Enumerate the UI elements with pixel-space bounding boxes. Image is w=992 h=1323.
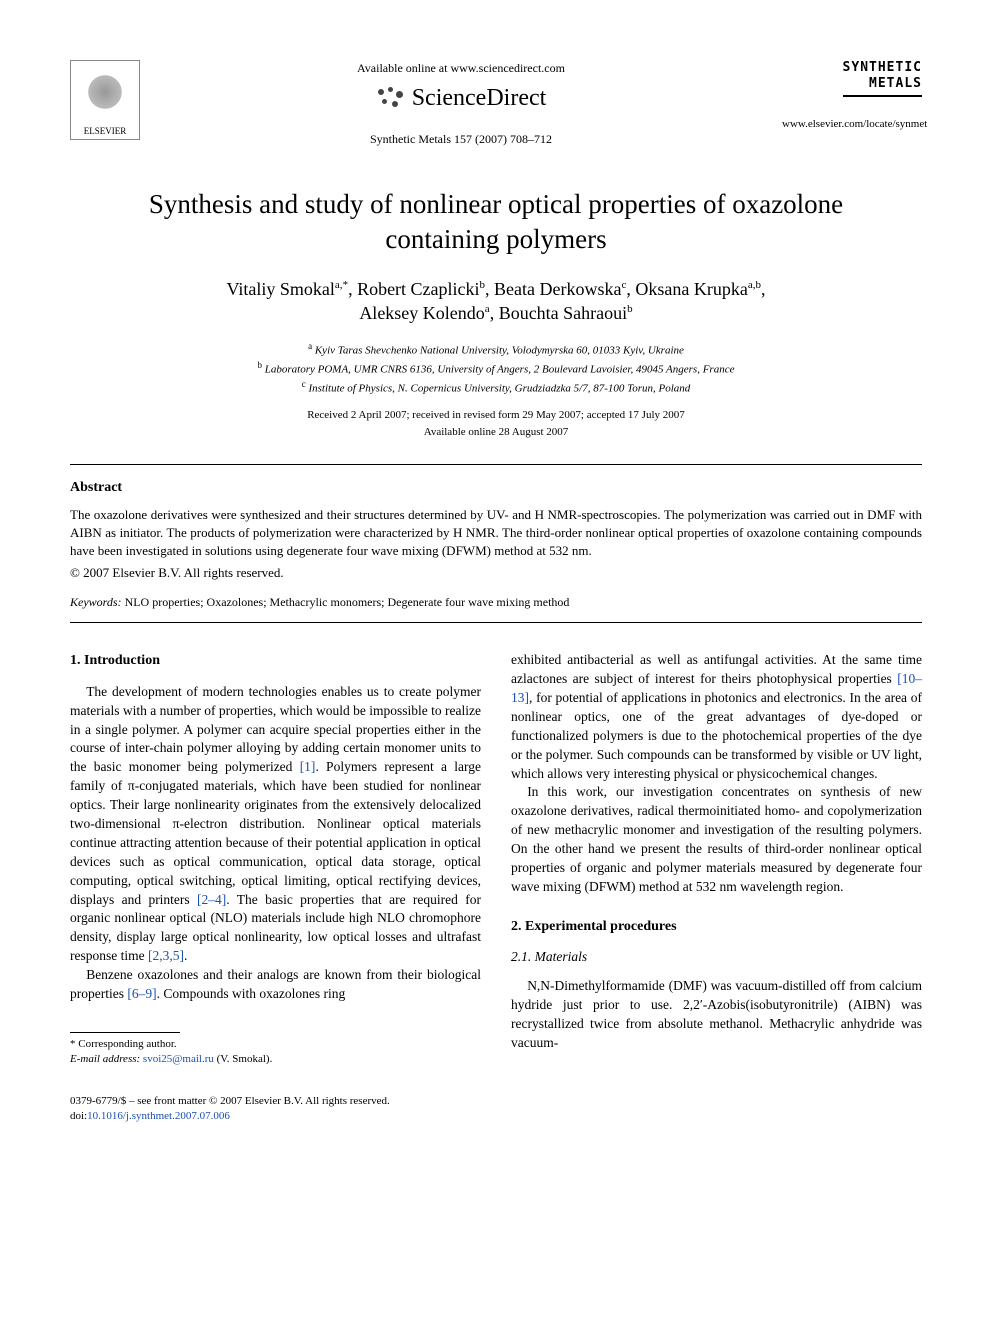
affiliation-a: a Kyiv Taras Shevchenko National Univers…: [70, 340, 922, 359]
email-label: E-mail address:: [70, 1053, 140, 1065]
section-1-heading: 1. Introduction: [70, 651, 481, 671]
doi-line: doi:10.1016/j.synthmet.2007.07.006: [70, 1109, 481, 1124]
affiliations: a Kyiv Taras Shevchenko National Univers…: [70, 340, 922, 397]
issn-line: 0379-6779/$ – see front matter © 2007 El…: [70, 1094, 481, 1109]
journal-name-line2: METALS: [869, 76, 922, 91]
email-line: E-mail address: svoi25@mail.ru (V. Smoka…: [70, 1052, 481, 1067]
author: Vitaliy Smokala,*: [227, 279, 349, 299]
footnote-rule: [70, 1032, 180, 1033]
doi-link[interactable]: 10.1016/j.synthmet.2007.07.006: [87, 1110, 230, 1122]
ref-link-6-9[interactable]: [6–9]: [127, 986, 156, 1001]
author: Beata Derkowskac: [494, 279, 626, 299]
abstract-block: Abstract The oxazolone derivatives were …: [70, 479, 922, 582]
email-link[interactable]: svoi25@mail.ru: [143, 1053, 214, 1065]
elsevier-logo: ELSEVIER: [70, 60, 140, 140]
online-date: Available online 28 August 2007: [70, 424, 922, 441]
materials-para-1: N,N-Dimethylformamide (DMF) was vacuum-d…: [511, 977, 922, 1053]
sciencedirect-logo: ScienceDirect: [376, 82, 547, 114]
corr-author-label: * Corresponding author.: [70, 1037, 481, 1052]
keywords-label: Keywords:: [70, 595, 122, 609]
journal-name-line1: SYNTHETIC: [843, 60, 922, 75]
right-column: exhibited antibacterial as well as antif…: [511, 651, 922, 1124]
section-2-1-heading: 2.1. Materials: [511, 948, 922, 967]
journal-name-graphic: SYNTHETIC METALS: [843, 60, 922, 97]
journal-reference: Synthetic Metals 157 (2007) 708–712: [160, 131, 762, 147]
corresponding-footnote: * Corresponding author. E-mail address: …: [70, 1037, 481, 1068]
ref-link-235[interactable]: [2,3,5]: [148, 948, 184, 963]
body-columns: 1. Introduction The development of moder…: [70, 651, 922, 1124]
center-header: Available online at www.sciencedirect.co…: [140, 60, 782, 147]
available-online-text: Available online at www.sciencedirect.co…: [160, 60, 762, 76]
intro-para-1: The development of modern technologies e…: [70, 683, 481, 966]
abstract-text: The oxazolone derivatives were synthesiz…: [70, 506, 922, 561]
sciencedirect-dots-icon: [376, 87, 406, 109]
author: Bouchta Sahraouib: [499, 303, 633, 323]
author: Aleksey Kolendoa: [359, 303, 489, 323]
elsevier-label: ELSEVIER: [84, 125, 127, 137]
section-2-heading: 2. Experimental procedures: [511, 917, 922, 937]
abstract-heading: Abstract: [70, 479, 922, 498]
copyright-line: © 2007 Elsevier B.V. All rights reserved…: [70, 564, 922, 582]
keywords-line: Keywords: NLO properties; Oxazolones; Me…: [70, 594, 922, 610]
affiliation-c: c Institute of Physics, N. Copernicus Un…: [70, 378, 922, 397]
sciencedirect-text: ScienceDirect: [412, 82, 547, 114]
left-column: 1. Introduction The development of moder…: [70, 651, 481, 1124]
rule-top: [70, 464, 922, 465]
author-list: Vitaliy Smokala,*, Robert Czaplickib, Be…: [70, 277, 922, 326]
intro-para-2b: exhibited antibacterial as well as antif…: [511, 651, 922, 783]
journal-badge: SYNTHETIC METALS www.elsevier.com/locate…: [782, 60, 922, 132]
author: Robert Czaplickib: [357, 279, 485, 299]
bottom-meta: 0379-6779/$ – see front matter © 2007 El…: [70, 1094, 481, 1125]
article-dates: Received 2 April 2007; received in revis…: [70, 407, 922, 440]
intro-para-2a: Benzene oxazolones and their analogs are…: [70, 966, 481, 1004]
ref-link-2-4[interactable]: [2–4]: [197, 892, 226, 907]
received-dates: Received 2 April 2007; received in revis…: [70, 407, 922, 424]
intro-para-3: In this work, our investigation concentr…: [511, 783, 922, 896]
author: Oksana Krupkaa,b: [635, 279, 761, 299]
elsevier-tree-icon: [80, 70, 130, 125]
article-title: Synthesis and study of nonlinear optical…: [110, 187, 882, 257]
page-header: ELSEVIER Available online at www.science…: [70, 60, 922, 147]
rule-bottom: [70, 622, 922, 623]
affiliation-b: b Laboratory POMA, UMR CNRS 6136, Univer…: [70, 359, 922, 378]
keywords-text: NLO properties; Oxazolones; Methacrylic …: [125, 595, 570, 609]
locate-url: www.elsevier.com/locate/synmet: [782, 117, 922, 132]
ref-link-1[interactable]: [1]: [300, 759, 316, 774]
